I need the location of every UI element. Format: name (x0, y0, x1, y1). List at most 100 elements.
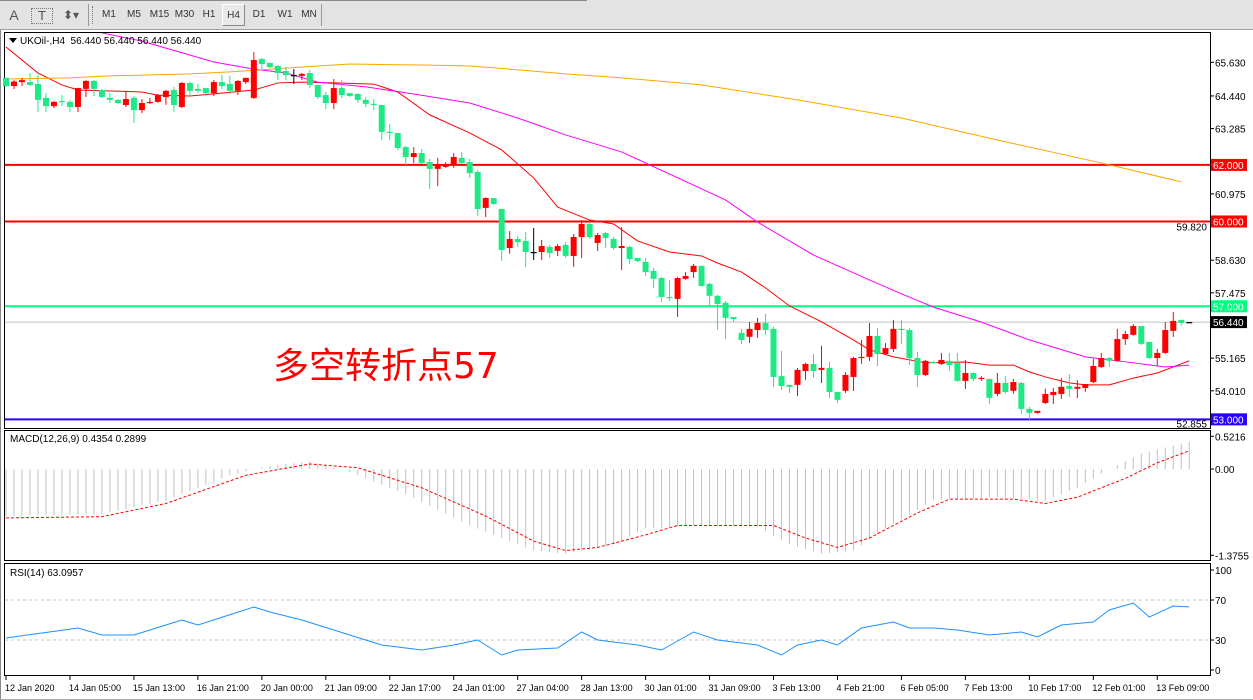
candle-body (274, 65, 281, 74)
timeframe-mn[interactable]: MN (301, 9, 317, 20)
candle-body (434, 164, 441, 169)
candle-body (242, 77, 249, 83)
time-tick-label: 6 Feb 05:00 (900, 683, 948, 693)
candle (570, 233, 577, 267)
candle-body (1122, 333, 1129, 340)
candle-body (834, 391, 841, 400)
rsi-line (5, 602, 1190, 656)
candle (562, 242, 569, 259)
candle-body (514, 238, 521, 243)
arrows-tool-dropdown[interactable]: ⬍▾ (62, 8, 80, 22)
candle-body (794, 369, 801, 385)
candle-body (842, 374, 849, 391)
candle (226, 75, 233, 95)
candle-body (922, 360, 929, 375)
candle (1114, 328, 1121, 362)
candle-body (634, 257, 641, 262)
level-label: 60.000 (1213, 217, 1244, 228)
candle (162, 90, 169, 105)
candle-body (1186, 322, 1193, 324)
rsi-panel[interactable] (4, 563, 1211, 676)
candle (90, 80, 97, 97)
candle-body (626, 246, 633, 260)
candle (66, 99, 73, 112)
candle-body (354, 93, 361, 100)
candle (82, 80, 89, 97)
time-tick-label: 10 Feb 17:00 (1028, 683, 1081, 693)
candle-body (562, 244, 569, 256)
candle (858, 339, 865, 364)
candle (946, 352, 953, 371)
candle (746, 322, 753, 343)
candle (938, 352, 945, 365)
time-tick-label: 12 Feb 01:00 (1092, 683, 1145, 693)
candle-body (138, 103, 145, 111)
text-label-tool-button[interactable]: T (31, 8, 53, 24)
candle-body (898, 328, 905, 331)
candle (490, 197, 497, 205)
candle-body (938, 359, 945, 364)
candle (106, 93, 113, 103)
candle (3, 77, 9, 88)
candle (98, 88, 105, 99)
candle (546, 244, 553, 259)
timeframe-m5[interactable]: M5 (127, 9, 141, 20)
candle-body (890, 328, 897, 349)
candle (242, 77, 249, 84)
candle (738, 328, 745, 345)
text-tool-button[interactable]: A (9, 7, 19, 23)
timeframe-m30[interactable]: M30 (174, 9, 195, 20)
candle-body (850, 358, 857, 377)
candle-body (178, 82, 185, 107)
time-tick-label: 15 Jan 13:00 (133, 683, 185, 693)
candle-body (642, 261, 649, 273)
candle-body (810, 363, 817, 372)
candle (1090, 358, 1097, 384)
timeframe-h4[interactable]: H4 (222, 4, 245, 26)
candle-body (450, 157, 457, 165)
rsi-tick-label: 100 (1215, 566, 1232, 577)
candle (186, 82, 193, 97)
timeframe-h1[interactable]: H1 (202, 9, 216, 20)
candle (34, 75, 41, 112)
timeframe-w1[interactable]: W1 (277, 9, 293, 20)
candle (314, 84, 321, 99)
candle (402, 145, 409, 166)
candle-body (858, 356, 865, 359)
candle (42, 93, 49, 112)
candle (362, 97, 369, 108)
price-axis: 65.630 64.440 63.285 60.975 59.820 58.630 57.4… (1176, 58, 1246, 430)
timeframe-m15[interactable]: M15 (149, 9, 170, 20)
timeframe-m1[interactable]: M1 (102, 9, 116, 20)
candle (114, 99, 121, 105)
candle-body (394, 132, 401, 148)
toolbar-grip-handle[interactable] (92, 6, 95, 24)
toolbar-separator (321, 4, 322, 26)
candle-body (290, 75, 297, 77)
macd-panel[interactable] (4, 430, 1211, 561)
candle-body (682, 276, 689, 279)
candle-body (106, 97, 113, 100)
candle (834, 391, 841, 403)
candle-body (282, 71, 289, 76)
dropdown-triangle-icon[interactable] (9, 38, 17, 43)
candle-body (114, 99, 121, 104)
candle-body (194, 88, 201, 91)
candle (50, 101, 57, 108)
timeframe-d1[interactable]: D1 (252, 9, 266, 20)
current-price-label: 56.440 (1213, 318, 1244, 329)
candle (778, 350, 785, 390)
candle-body (930, 361, 937, 364)
candle (1018, 382, 1025, 414)
candle (1138, 326, 1145, 345)
candle-body (26, 82, 33, 85)
candle-body (130, 97, 137, 111)
candle-body (426, 162, 433, 169)
candle (258, 58, 265, 69)
candle-body (250, 60, 257, 98)
main-price-panel[interactable] (4, 32, 1211, 429)
candle-body (826, 367, 833, 392)
candle-body (1082, 384, 1089, 388)
candle-body (162, 90, 169, 98)
